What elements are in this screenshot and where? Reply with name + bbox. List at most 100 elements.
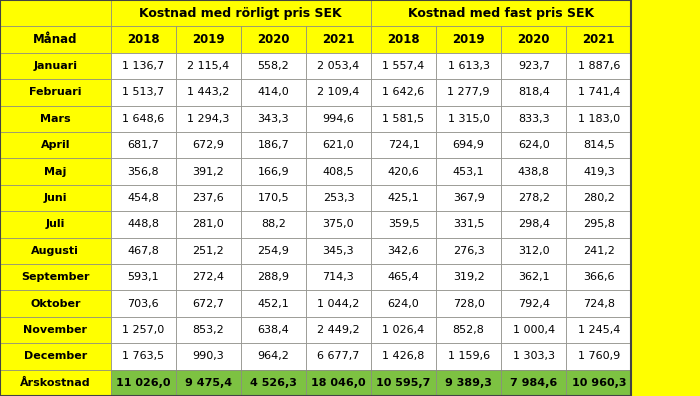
Text: 166,9: 166,9 [258,167,289,177]
Text: 295,8: 295,8 [583,219,615,229]
Bar [501,369,566,396]
Text: 818,4: 818,4 [518,88,550,97]
Text: 1 443,2: 1 443,2 [187,88,230,97]
Text: 1 741,4: 1 741,4 [578,88,620,97]
Bar [566,369,631,396]
Bar [371,106,436,132]
Bar [0,290,111,317]
Text: 11 026,0: 11 026,0 [116,378,170,388]
Bar [371,27,436,53]
Text: Mars: Mars [40,114,71,124]
Bar [501,317,566,343]
Bar [0,79,111,106]
Text: 254,9: 254,9 [258,246,289,256]
Bar [306,132,371,158]
Text: 10 595,7: 10 595,7 [377,378,430,388]
Bar [241,132,306,158]
Bar [176,343,241,369]
Text: 419,3: 419,3 [583,167,615,177]
Bar [306,343,371,369]
Text: 375,0: 375,0 [323,219,354,229]
Bar [0,317,111,343]
Bar [0,53,111,79]
Text: 2021: 2021 [582,33,615,46]
Bar [176,185,241,211]
Text: 2020: 2020 [517,33,550,46]
Text: Maj: Maj [44,167,66,177]
Text: 1 044,2: 1 044,2 [317,299,360,308]
Text: 298,4: 298,4 [518,219,550,229]
Bar [436,27,501,53]
Bar [371,290,436,317]
Bar [241,343,306,369]
Bar [111,53,176,79]
Bar [241,27,306,53]
Bar [501,211,566,238]
Bar [371,264,436,290]
Text: 1 613,3: 1 613,3 [447,61,489,71]
Text: 465,4: 465,4 [388,272,419,282]
Bar [371,317,436,343]
Bar [176,53,241,79]
Text: 1 760,9: 1 760,9 [578,351,620,362]
Text: 624,0: 624,0 [518,140,550,150]
Text: 724,8: 724,8 [583,299,615,308]
Text: 1 257,0: 1 257,0 [122,325,164,335]
Bar [176,211,241,238]
Text: 2021: 2021 [322,33,355,46]
Text: 672,9: 672,9 [193,140,224,150]
Text: 331,5: 331,5 [453,219,484,229]
Bar [306,79,371,106]
Bar [111,79,176,106]
Bar [436,158,501,185]
Bar [306,317,371,343]
Text: 312,0: 312,0 [518,246,550,256]
Text: 251,2: 251,2 [193,246,224,256]
Text: Juni: Juni [43,193,67,203]
Bar [306,264,371,290]
Text: 288,9: 288,9 [258,272,289,282]
Bar [371,211,436,238]
Text: 694,9: 694,9 [453,140,484,150]
Bar [0,158,111,185]
Text: 681,7: 681,7 [127,140,159,150]
Bar [111,158,176,185]
Text: Årskostnad: Årskostnad [20,378,90,388]
Bar [566,185,631,211]
Bar [566,211,631,238]
Text: 241,2: 241,2 [583,246,615,256]
Bar [111,0,371,27]
Text: 237,6: 237,6 [193,193,224,203]
Text: 367,9: 367,9 [453,193,484,203]
Text: April: April [41,140,70,150]
Bar [566,290,631,317]
Text: Februari: Februari [29,88,81,97]
Bar [566,158,631,185]
Text: 454,8: 454,8 [127,193,159,203]
Bar [306,53,371,79]
Bar [436,211,501,238]
Bar [0,343,111,369]
Bar [566,343,631,369]
Bar [436,53,501,79]
Text: 9 389,3: 9 389,3 [445,378,492,388]
Text: 1 026,4: 1 026,4 [382,325,425,335]
Bar [501,343,566,369]
Bar [501,238,566,264]
Text: 4 526,3: 4 526,3 [250,378,297,388]
Text: 1 000,4: 1 000,4 [512,325,555,335]
Text: 2019: 2019 [452,33,485,46]
Bar [436,317,501,343]
Text: 88,2: 88,2 [261,219,286,229]
Bar [501,264,566,290]
Text: 362,1: 362,1 [518,272,550,282]
Bar [436,185,501,211]
Text: Juli: Juli [46,219,65,229]
Text: 814,5: 814,5 [583,140,615,150]
Text: 923,7: 923,7 [518,61,550,71]
Text: 558,2: 558,2 [258,61,289,71]
Bar [176,79,241,106]
Bar [111,211,176,238]
Bar [566,106,631,132]
Bar [241,264,306,290]
